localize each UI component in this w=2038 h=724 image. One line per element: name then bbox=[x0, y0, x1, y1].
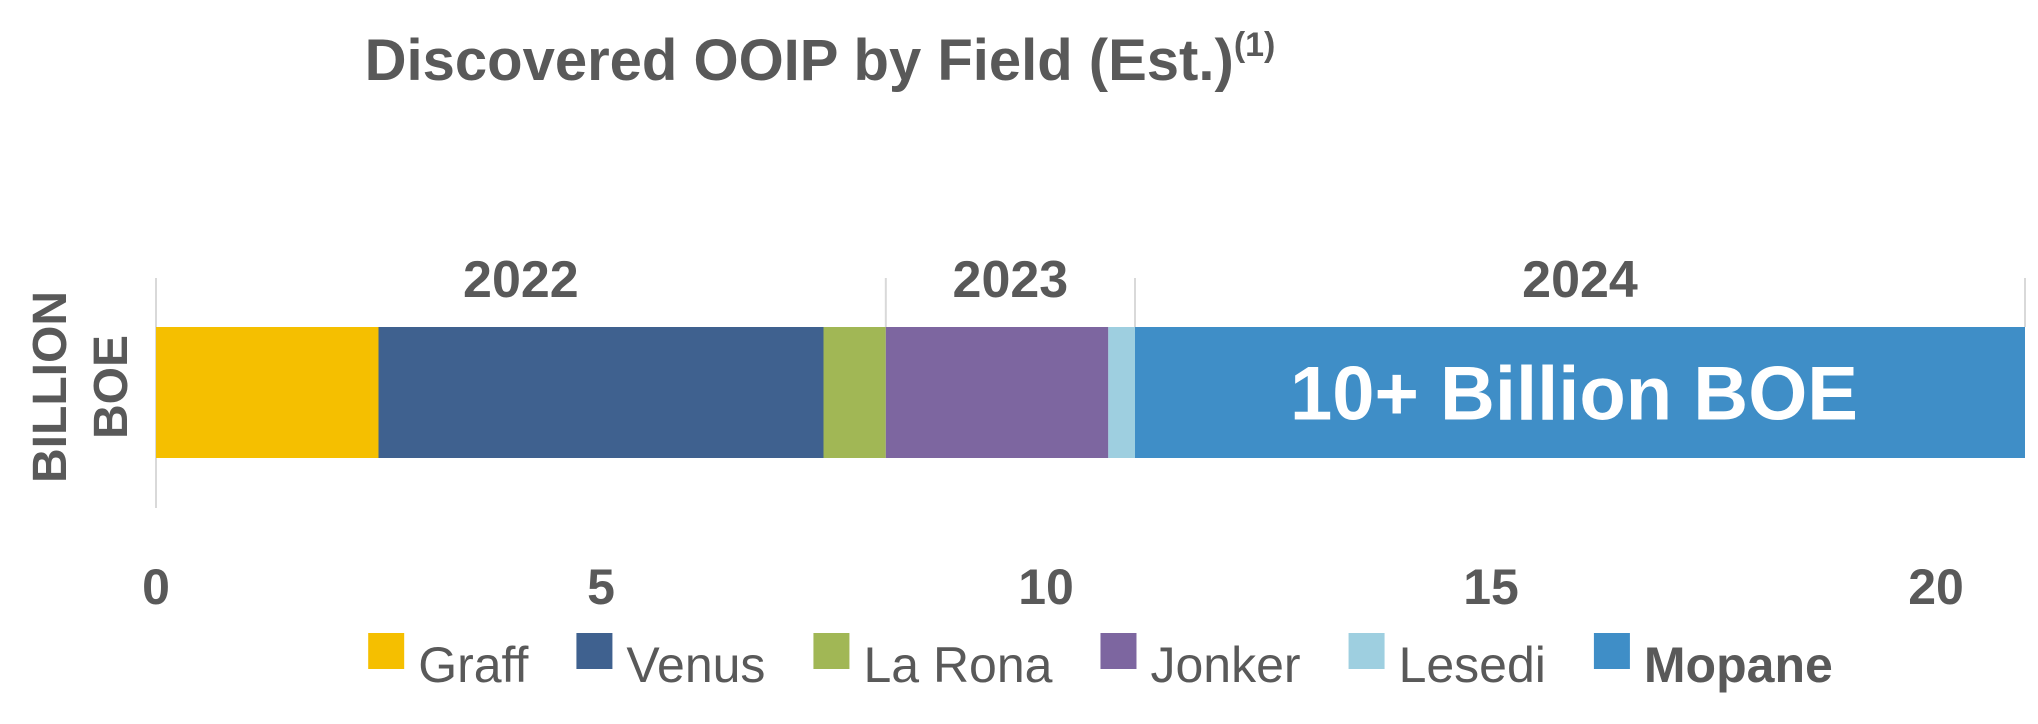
y-axis-label-line1: BILLION bbox=[24, 291, 77, 483]
legend-label: Jonker bbox=[1150, 637, 1300, 693]
bar-annotation: 10+ Billion BOE bbox=[1290, 352, 1858, 437]
x-tick-label: 20 bbox=[1908, 559, 1964, 615]
legend-label: Graff bbox=[418, 637, 528, 693]
bar-segment-lesedi bbox=[1108, 327, 1135, 458]
legend-label: La Rona bbox=[863, 637, 1052, 693]
bar-segment-venus bbox=[378, 327, 824, 458]
period-label-2024: 2024 bbox=[1522, 251, 1638, 309]
period-label-2022: 2022 bbox=[463, 251, 579, 309]
y-axis-label: BILLION BOE bbox=[24, 291, 138, 483]
chart-title-superscript: (1) bbox=[1234, 26, 1276, 64]
x-tick-label: 15 bbox=[1463, 559, 1519, 615]
legend-label: Venus bbox=[626, 637, 765, 693]
legend-item-jonker: Jonker bbox=[1100, 633, 1301, 693]
y-axis-label-line2: BOE bbox=[85, 335, 138, 439]
legend-label: Mopane bbox=[1644, 637, 1833, 693]
legend-swatch bbox=[368, 633, 405, 669]
x-tick-label: 5 bbox=[587, 559, 615, 615]
chart-title: Discovered OOIP by Field (Est.)(1) bbox=[365, 26, 1276, 93]
legend-label: Lesedi bbox=[1399, 637, 1546, 693]
legend-item-venus: Venus bbox=[576, 633, 765, 693]
legend-swatch bbox=[813, 633, 850, 669]
plot-area: 2022 2023 2024 10+ Billion BOE 0 5 10 15 20 bbox=[142, 251, 2026, 615]
legend-item-lesedi: Lesedi bbox=[1348, 633, 1546, 693]
bar-segment-mopane bbox=[1135, 327, 2025, 458]
legend-swatch bbox=[1100, 633, 1137, 669]
bar-segment-graff bbox=[156, 327, 379, 458]
x-tick-label: 0 bbox=[142, 559, 170, 615]
bar-segment-la-rona bbox=[823, 327, 886, 458]
legend-item-la-rona: La Rona bbox=[813, 633, 1053, 693]
legend-swatch bbox=[576, 633, 613, 669]
legend-item-mopane: Mopane bbox=[1593, 633, 1833, 693]
x-tick-label: 10 bbox=[1018, 559, 1074, 615]
legend-swatch bbox=[1593, 633, 1630, 669]
chart-title-text: Discovered OOIP by Field (Est.) bbox=[365, 28, 1234, 93]
legend: Graff Venus La Rona Jonker Lesedi Mopane bbox=[368, 633, 1833, 693]
bar-segment-jonker bbox=[885, 327, 1109, 458]
legend-item-graff: Graff bbox=[368, 633, 529, 693]
legend-swatch bbox=[1348, 633, 1385, 669]
period-label-2023: 2023 bbox=[953, 251, 1069, 309]
